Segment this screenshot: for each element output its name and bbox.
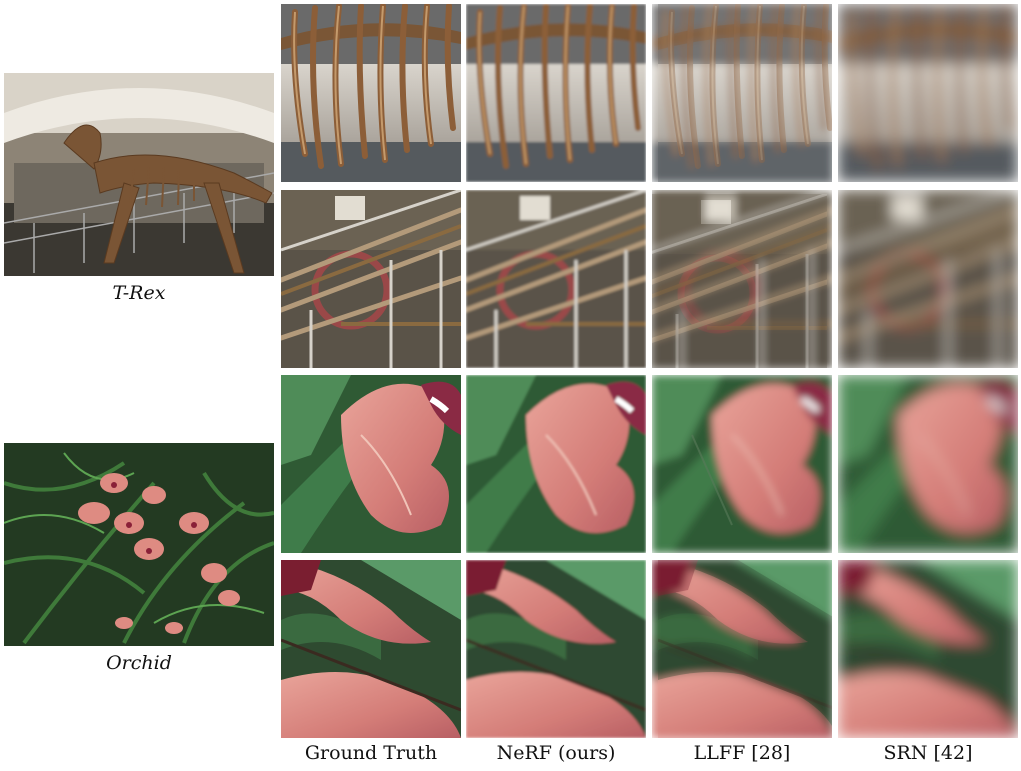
trex-ribs-srn — [838, 4, 1018, 182]
orchid-petal-srn — [838, 375, 1018, 553]
column-label-srn: SRN [42] — [883, 742, 973, 764]
trex-rails-nerf — [466, 190, 646, 368]
orchid-leaves-nerf — [466, 560, 646, 738]
orchid-leaves-srn — [838, 560, 1018, 738]
trex-rails-ground-truth — [281, 190, 461, 368]
trex-scene-photo — [4, 73, 274, 276]
orchid-petal-nerf — [466, 375, 646, 553]
orchid-leaves-ground-truth — [281, 560, 461, 738]
trex-ribs-llff — [652, 4, 832, 182]
trex-rails-llff — [652, 190, 832, 368]
trex-caption: T-Rex — [112, 282, 166, 304]
orchid-leaves-llff — [652, 560, 832, 738]
orchid-petal-llff — [652, 375, 832, 553]
orchid-scene-photo — [4, 443, 274, 646]
orchid-petal-ground-truth — [281, 375, 461, 553]
trex-rails-srn — [838, 190, 1018, 368]
column-label-nerf: NeRF (ours) — [496, 742, 616, 764]
column-label-ground-truth: Ground Truth — [304, 742, 438, 764]
trex-ribs-ground-truth — [281, 4, 461, 182]
trex-ribs-nerf — [466, 4, 646, 182]
column-label-llff: LLFF [28] — [693, 742, 791, 764]
orchid-caption: Orchid — [106, 652, 172, 674]
